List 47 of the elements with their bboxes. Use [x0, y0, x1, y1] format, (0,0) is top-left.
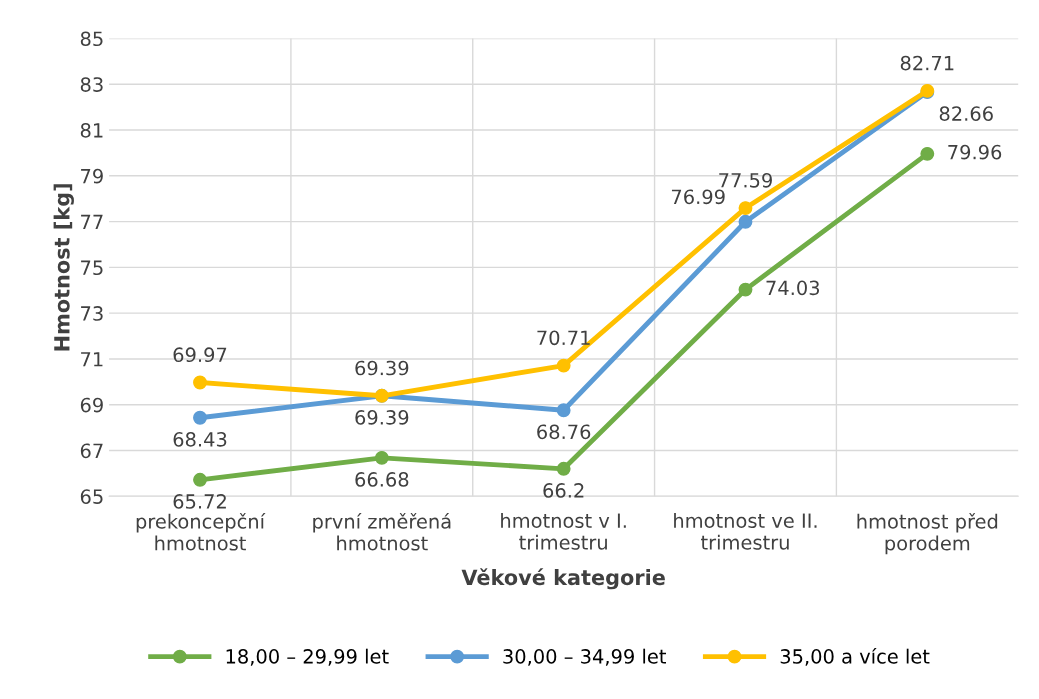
y-tick-label: 71 — [81, 352, 103, 367]
data-label: 66.68 — [355, 472, 409, 487]
y-tick-label: 85 — [80, 31, 103, 47]
point — [193, 410, 207, 425]
point — [193, 375, 207, 390]
data-label: 76.99 — [671, 189, 725, 205]
y-tick-label: 69 — [80, 397, 103, 413]
x-tick-label: první změřená hmotnost — [313, 512, 451, 551]
legend-label: 30,00 – 34,99 let — [503, 648, 667, 666]
x-tick-label: prekoncepční hmotnost — [136, 512, 266, 551]
x-axis-title: Věkové kategorie — [461, 568, 665, 590]
point — [193, 472, 207, 487]
data-label: 82.71 — [900, 55, 954, 71]
legend-label: 35,00 a více let — [780, 647, 930, 666]
point — [738, 214, 753, 229]
y-tick-label: 79 — [81, 168, 103, 184]
y-tick-label: 75 — [81, 260, 103, 276]
point — [556, 461, 571, 476]
y-tick-label: 65 — [80, 489, 103, 504]
point — [556, 358, 571, 373]
data-label: 70.71 — [537, 330, 590, 346]
y-tick-label: 77 — [81, 214, 103, 229]
point — [920, 146, 935, 161]
data-label: 68.43 — [173, 432, 227, 447]
data-label: 74.03 — [766, 280, 820, 296]
point — [738, 282, 753, 297]
data-label: 79.96 — [948, 144, 1002, 160]
data-label: 68.76 — [537, 424, 591, 440]
y-tick-label: 73 — [81, 306, 103, 321]
x-tick-label: hmotnost před porodem — [857, 512, 998, 555]
data-label: 69.97 — [173, 347, 227, 363]
data-label: 69.39 — [355, 410, 409, 425]
data-label: 77.59 — [719, 172, 772, 188]
point — [738, 201, 753, 216]
data-label: 82.66 — [939, 106, 993, 121]
y-axis-title: Hmotnost [kg] — [53, 184, 74, 351]
x-tick-label: hmotnost v I. trimestru — [501, 512, 626, 550]
legend-label: 18,00 – 29,99 let — [226, 648, 389, 666]
x-tick-label: hmotnost ve II. trimestru — [674, 512, 817, 550]
point — [556, 403, 571, 418]
point — [374, 450, 389, 465]
y-tick-label: 67 — [80, 443, 103, 459]
data-label: 69.39 — [355, 360, 409, 376]
data-label: 66.2 — [543, 483, 584, 498]
y-tick-label: 83 — [80, 77, 103, 92]
y-tick-label: 81 — [80, 122, 103, 138]
data-label: 65.72 — [173, 494, 226, 509]
